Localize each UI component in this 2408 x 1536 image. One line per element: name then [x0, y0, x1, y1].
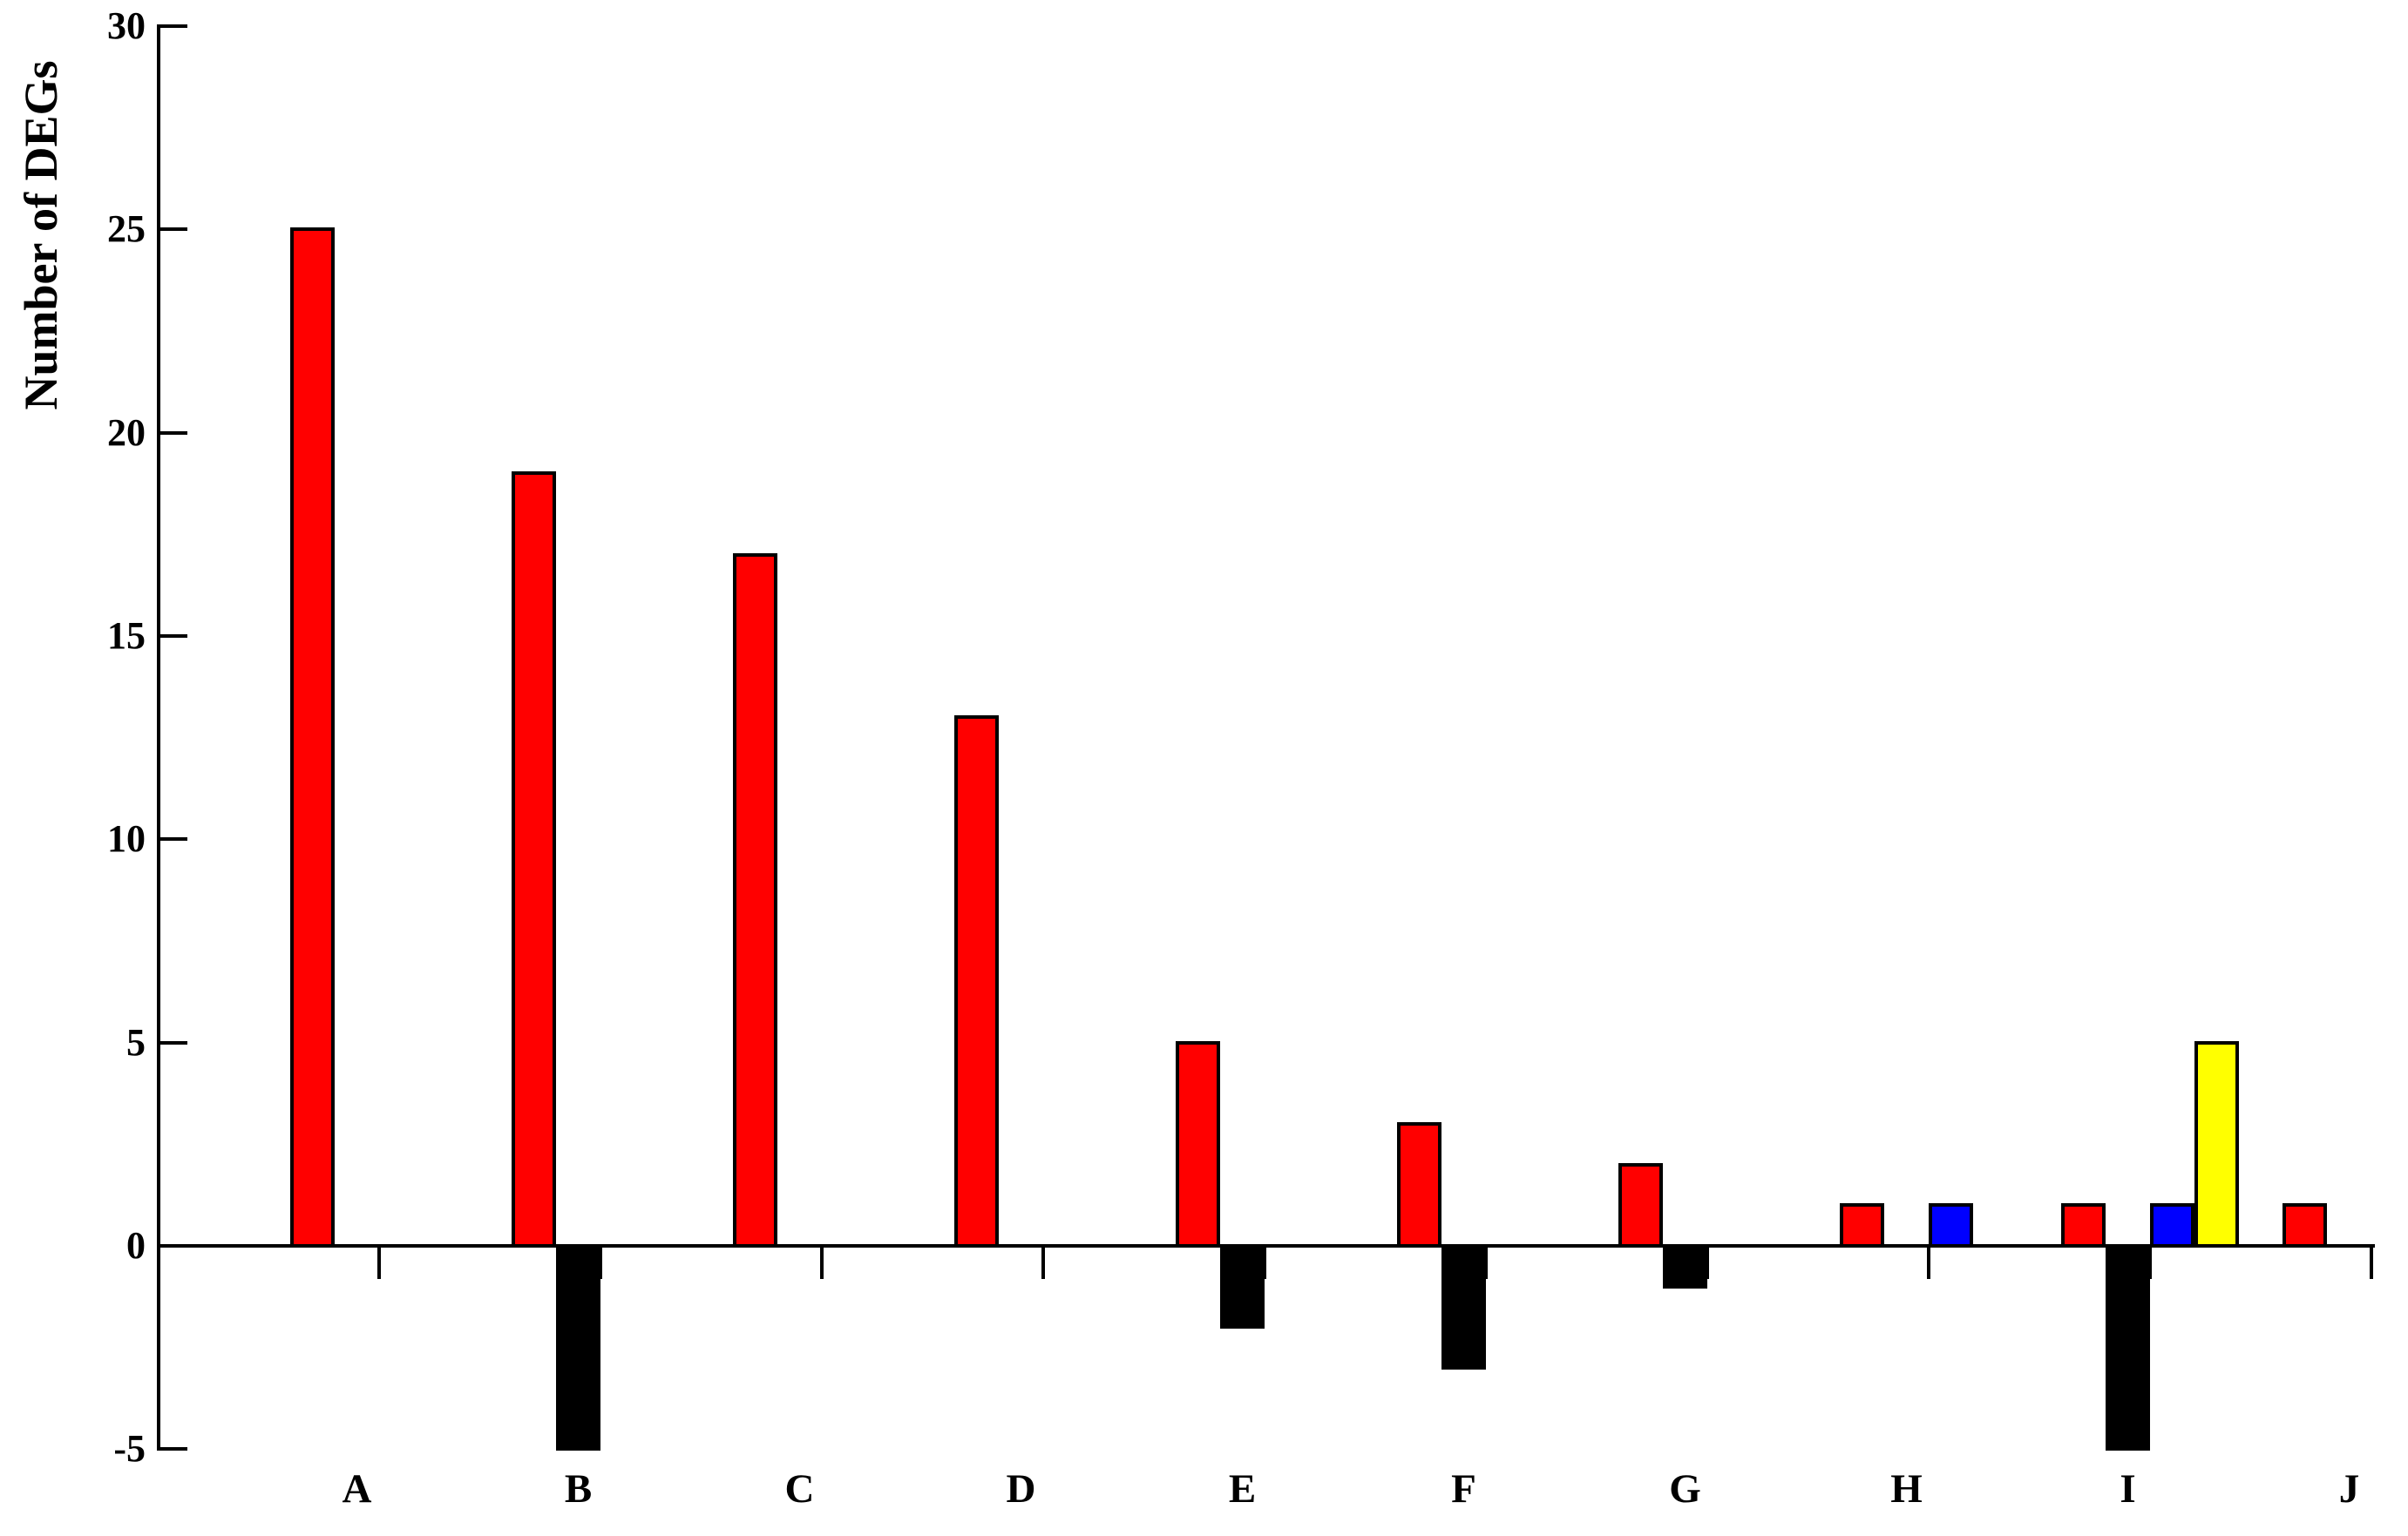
x-tick	[820, 1246, 824, 1279]
y-tick-label: 10	[107, 817, 146, 861]
y-tick-label: 0	[126, 1224, 146, 1267]
bar-black-downregulated-I	[2106, 1244, 2150, 1451]
x-tick	[599, 1246, 602, 1279]
x-category-label-B: B	[564, 1466, 593, 1512]
bar-black-downregulated-G	[1663, 1244, 1707, 1289]
y-tick-label: -5	[113, 1427, 146, 1471]
y-tick-label: 15	[107, 613, 146, 657]
y-tick-label: 5	[126, 1020, 146, 1064]
bar-red-upregulated-E	[1176, 1041, 1220, 1248]
bar-blue-I	[2150, 1203, 2194, 1248]
x-category-label-C: C	[784, 1466, 815, 1512]
bar-red-upregulated-F	[1397, 1122, 1441, 1248]
bar-yellow-I	[2194, 1041, 2239, 1248]
x-category-label-I: I	[2120, 1466, 2136, 1512]
x-category-label-F: F	[1451, 1466, 1476, 1512]
bar-black-downregulated-E	[1220, 1244, 1265, 1329]
x-category-label-H: H	[1890, 1466, 1923, 1512]
bar-red-upregulated-H	[1840, 1203, 1884, 1248]
x-category-label-G: G	[1669, 1466, 1701, 1512]
x-tick	[1484, 1246, 1488, 1279]
y-tick	[159, 24, 187, 28]
bar-red-upregulated-J	[2283, 1203, 2327, 1248]
bar-red-upregulated-G	[1618, 1163, 1663, 1248]
x-category-label-D: D	[1006, 1466, 1036, 1512]
y-tick	[159, 1447, 187, 1451]
x-tick	[1041, 1246, 1045, 1279]
bar-red-upregulated-B	[512, 471, 556, 1248]
bar-red-upregulated-C	[733, 553, 777, 1248]
bar-black-downregulated-B	[556, 1244, 600, 1451]
bar-red-upregulated-D	[954, 715, 999, 1248]
x-category-label-J: J	[2338, 1466, 2360, 1512]
x-tick	[377, 1246, 381, 1279]
x-category-label-A: A	[342, 1466, 372, 1512]
y-tick-label: 25	[107, 207, 146, 251]
x-tick	[1706, 1246, 1709, 1279]
bar-black-downregulated-F	[1441, 1244, 1486, 1370]
y-tick	[159, 430, 187, 435]
bar-red-upregulated-I	[2061, 1203, 2106, 1248]
x-tick	[1263, 1246, 1266, 1279]
y-tick-label: 30	[107, 3, 146, 47]
y-tick	[159, 1244, 187, 1248]
x-tick	[2370, 1246, 2373, 1279]
x-tick	[2148, 1246, 2152, 1279]
y-tick-label: 20	[107, 410, 146, 454]
bar-red-upregulated-A	[290, 227, 335, 1248]
y-tick	[159, 227, 187, 232]
y-tick	[159, 837, 187, 842]
y-tick	[159, 1040, 187, 1045]
bar-blue-H	[1929, 1203, 1973, 1248]
y-axis-line	[157, 24, 160, 1451]
x-tick	[1927, 1246, 1930, 1279]
x-category-label-E: E	[1228, 1466, 1257, 1512]
y-tick	[159, 633, 187, 638]
